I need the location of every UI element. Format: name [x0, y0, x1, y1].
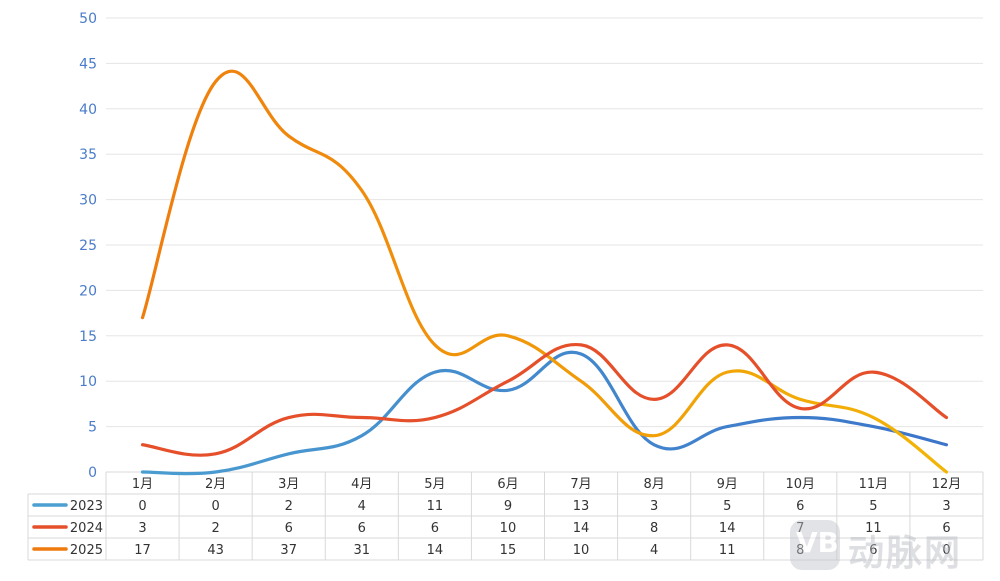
table-cell-value: 6	[358, 521, 366, 536]
table-cell-value: 11	[719, 543, 736, 558]
table-cell-value: 6	[869, 543, 877, 558]
table-cell-value: 0	[211, 499, 219, 514]
table-cell-value: 37	[280, 543, 297, 558]
legend-label-2023: 2023	[70, 499, 103, 514]
series-line-2023	[140, 350, 949, 476]
x-tick-label: 4月	[351, 477, 372, 492]
table-cell-value: 4	[358, 499, 366, 514]
table-cell-value: 4	[650, 543, 658, 558]
y-tick-label: 25	[79, 238, 97, 254]
table-cell-value: 6	[431, 521, 439, 536]
x-tick-label: 10月	[786, 477, 816, 492]
table-cell-value: 6	[796, 499, 804, 514]
y-tick-label: 45	[79, 56, 97, 72]
x-tick-label: 6月	[497, 477, 518, 492]
table-cell-value: 7	[796, 521, 804, 536]
table-cell-value: 5	[723, 499, 731, 514]
x-tick-label: 12月	[932, 477, 962, 492]
x-tick-label: 11月	[859, 477, 889, 492]
series-line-2024	[140, 343, 949, 457]
table-cell-value: 3	[942, 499, 950, 514]
y-tick-label: 20	[79, 283, 97, 299]
table-cell-value: 13	[573, 499, 590, 514]
table-cell-value: 31	[354, 543, 371, 558]
table-cell-value: 5	[869, 499, 877, 514]
table-cell-value: 17	[134, 543, 151, 558]
x-tick-label: 7月	[570, 477, 591, 492]
table-cell-value: 11	[427, 499, 444, 514]
y-tick-label: 50	[79, 11, 97, 27]
table-cell-value: 15	[500, 543, 517, 558]
table-cell-value: 2	[285, 499, 293, 514]
table-cell-value: 0	[138, 499, 146, 514]
x-tick-label: 3月	[278, 477, 299, 492]
table-cell-value: 3	[650, 499, 658, 514]
table-cell-value: 8	[650, 521, 658, 536]
table-cell-value: 43	[207, 543, 224, 558]
legend-label-2025: 2025	[70, 543, 103, 558]
y-tick-label: 40	[79, 102, 97, 118]
x-tick-label: 5月	[424, 477, 445, 492]
table-cell-value: 9	[504, 499, 512, 514]
table-cell-value: 10	[573, 543, 590, 558]
x-tick-label: 1月	[132, 477, 153, 492]
x-tick-label: 9月	[717, 477, 738, 492]
table-cell-value: 0	[942, 543, 950, 558]
y-tick-label: 10	[79, 374, 97, 390]
legend-label-2024: 2024	[70, 521, 103, 536]
table-cell-value: 14	[719, 521, 736, 536]
y-tick-label: 35	[79, 147, 97, 163]
y-tick-label: 5	[88, 420, 97, 436]
table-cell-value: 11	[865, 521, 882, 536]
y-tick-label: 0	[88, 465, 97, 481]
table-cell-value: 14	[573, 521, 590, 536]
table-cell-value: 10	[500, 521, 517, 536]
table-cell-value: 3	[138, 521, 146, 536]
y-tick-label: 30	[79, 193, 97, 209]
table-cell-value: 14	[427, 543, 444, 558]
table-cell-value: 6	[285, 521, 293, 536]
series-line-2025	[140, 69, 949, 474]
x-tick-label: 2月	[205, 477, 226, 492]
table-cell-value: 2	[211, 521, 219, 536]
table-cell-value: 6	[942, 521, 950, 536]
table-cell-value: 8	[796, 543, 804, 558]
x-tick-label: 8月	[643, 477, 664, 492]
y-tick-label: 15	[79, 329, 97, 345]
